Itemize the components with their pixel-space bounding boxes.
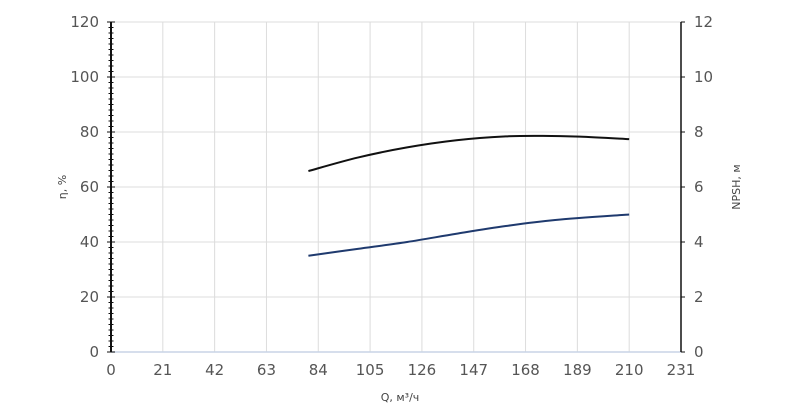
x-tick-label: 21	[153, 361, 172, 379]
x-tick-label: 105	[356, 361, 385, 379]
x-tick-label: 210	[615, 361, 644, 379]
x-tick-label: 189	[563, 361, 592, 379]
y-right-tick-label: 6	[694, 178, 704, 196]
efficiency-curve	[308, 134, 630, 173]
x-tick-label: 147	[459, 361, 488, 379]
npsh-curve	[308, 213, 630, 257]
y-left-tick-label: 100	[70, 68, 99, 86]
x-tick-label: 231	[667, 361, 696, 379]
y-right-tick-label: 10	[694, 68, 713, 86]
x-tick-label: 84	[309, 361, 328, 379]
y-left-tick-label: 40	[80, 233, 99, 251]
x-tick-label: 126	[408, 361, 437, 379]
x-axis-title: Q, м³/ч	[381, 391, 420, 404]
y-right-tick-label: 8	[694, 123, 704, 141]
y-left-tick-label: 20	[80, 288, 99, 306]
x-tick-label: 0	[106, 361, 116, 379]
x-tick-label: 63	[257, 361, 276, 379]
y-right-tick-label: 0	[694, 343, 704, 361]
y-right-axis-title: NPSH, м	[730, 164, 743, 209]
y-right-tick-label: 12	[694, 13, 713, 31]
y-right-tick-label: 2	[694, 288, 704, 306]
x-tick-label: 168	[511, 361, 540, 379]
y-left-tick-label: 80	[80, 123, 99, 141]
x-tick-label: 42	[205, 361, 224, 379]
y-right-tick-label: 4	[694, 233, 704, 251]
y-left-tick-label: 60	[80, 178, 99, 196]
y-left-axis-title: η, %	[56, 175, 69, 199]
y-left-tick-label: 120	[70, 13, 99, 31]
y-left-tick-label: 0	[89, 343, 99, 361]
